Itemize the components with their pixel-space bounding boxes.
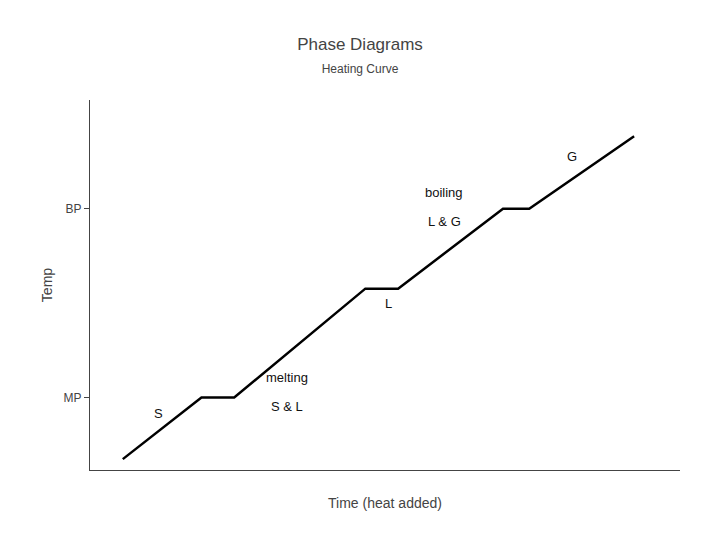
svg-text:L: L	[385, 296, 392, 311]
svg-text:S: S	[154, 406, 163, 421]
svg-text:Heating Curve: Heating Curve	[322, 62, 399, 76]
svg-text:Temp: Temp	[39, 268, 55, 302]
svg-text:boiling: boiling	[425, 185, 463, 200]
svg-text:BP: BP	[66, 202, 82, 216]
svg-text:MP: MP	[64, 391, 82, 405]
svg-text:Phase Diagrams: Phase Diagrams	[297, 35, 423, 54]
svg-text:G: G	[567, 149, 577, 164]
svg-text:L & G: L & G	[428, 214, 461, 229]
svg-text:melting: melting	[266, 370, 308, 385]
svg-text:S & L: S & L	[271, 399, 303, 414]
svg-text:Time (heat added): Time (heat added)	[328, 495, 442, 511]
